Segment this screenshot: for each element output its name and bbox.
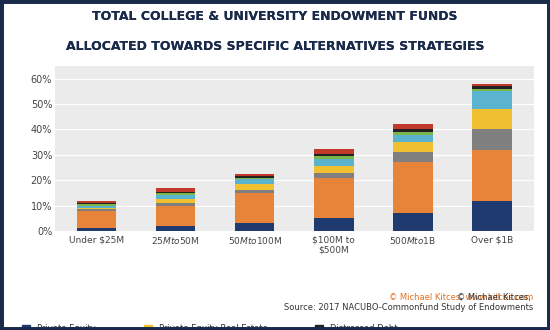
Bar [472,91,512,109]
Bar [472,89,512,91]
Text: © Michael Kitces,: © Michael Kitces, [457,293,534,302]
Bar [393,162,433,213]
Bar [393,132,433,135]
Bar [235,177,274,178]
Bar [77,206,116,208]
Bar [393,213,433,231]
Bar [156,193,195,195]
Bar [314,159,354,166]
Bar [156,226,195,231]
Bar [314,218,354,231]
Bar [156,192,195,193]
Text: Source: 2017 NACUBO-Commonfund Study of Endowments: Source: 2017 NACUBO-Commonfund Study of … [284,303,534,312]
Bar [156,206,195,226]
Bar [472,86,512,89]
Bar [472,150,512,201]
Bar [235,223,274,231]
Bar [235,184,274,190]
Text: TOTAL COLLEGE & UNIVERSITY ENDOWMENT FUNDS: TOTAL COLLEGE & UNIVERSITY ENDOWMENT FUN… [92,10,458,23]
Bar [77,228,116,231]
Bar [314,178,354,218]
Bar [235,193,274,223]
Bar [77,203,116,204]
Bar [314,173,354,178]
Bar [314,166,354,173]
Bar [156,188,195,192]
Bar [156,195,195,199]
Text: ALLOCATED TOWARDS SPECIFIC ALTERNATIVES STRATEGIES: ALLOCATED TOWARDS SPECIFIC ALTERNATIVES … [66,40,484,52]
Bar [235,179,274,184]
Bar [235,178,274,179]
Bar [472,84,512,86]
Bar [393,152,433,162]
Bar [393,124,433,129]
Bar [472,129,512,150]
Legend: Private Equity, Marketable Alternatives, Venture Capital, Private Equity Real Es: Private Equity, Marketable Alternatives,… [19,321,411,330]
Bar [472,109,512,129]
Text: ALLOCATED TOWARDS SPECIFIC ALTERNATIVES STRATEGIES: ALLOCATED TOWARDS SPECIFIC ALTERNATIVES … [66,40,484,52]
Bar [393,142,433,152]
Bar [235,190,274,193]
Bar [156,199,195,203]
Bar [472,201,512,231]
Bar [156,203,195,206]
Bar [77,204,116,206]
Text: © Michael Kitces, www.kitces.com: © Michael Kitces, www.kitces.com [389,293,534,302]
Bar [393,135,433,142]
Bar [77,211,116,228]
Bar [314,153,354,156]
Bar [235,174,274,177]
Bar [314,148,354,153]
Text: TOTAL COLLEGE & UNIVERSITY ENDOWMENT FUNDS: TOTAL COLLEGE & UNIVERSITY ENDOWMENT FUN… [92,10,458,23]
Bar [77,201,116,203]
Bar [77,210,116,211]
Bar [314,156,354,159]
Bar [393,129,433,132]
Bar [77,208,116,210]
